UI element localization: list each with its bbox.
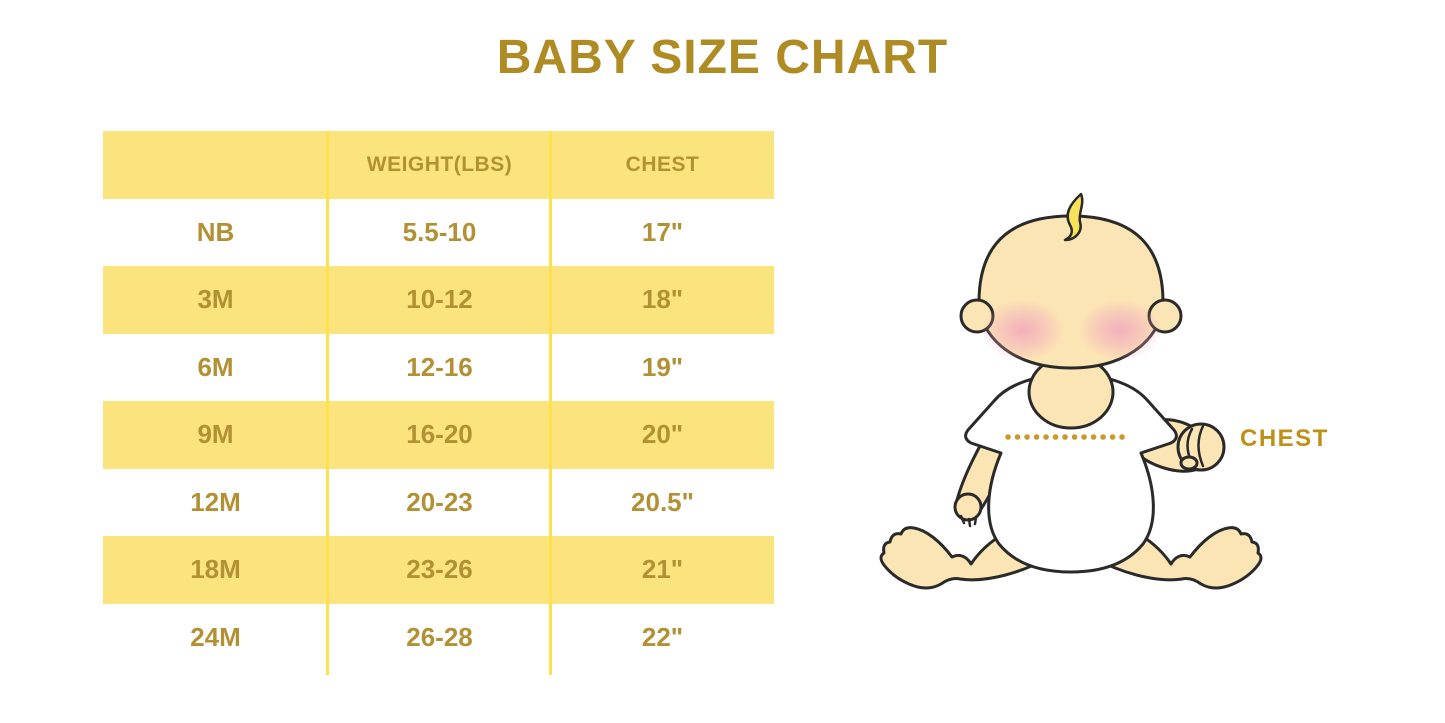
baby-bodysuit (964, 372, 1178, 574)
baby-left-hand (953, 492, 983, 522)
chest-cell: 20.5" (631, 486, 694, 517)
table-row-12m: 12M 20-23 20.5" (103, 469, 774, 537)
table-row-24m: 24M 26-28 22" (103, 604, 774, 672)
weight-cell: 10-12 (406, 284, 473, 315)
size-chart-table: WEIGHT(LBS) CHEST NB 5.5-10 17" 3M 10-12… (103, 131, 774, 675)
weight-cell: 26-28 (406, 621, 473, 652)
weight-cell: 12-16 (406, 351, 473, 382)
weight-cell: 23-26 (406, 554, 473, 585)
baby-left-blush (981, 299, 1065, 361)
chest-label: CHEST (1240, 425, 1329, 452)
chest-cell: 17" (641, 216, 684, 247)
chest-cell: 19" (641, 351, 684, 382)
table-row-3m: 3M 10-12 18" (103, 266, 774, 334)
size-cell: 3M (197, 284, 234, 315)
page-title: BABY SIZE CHART (496, 31, 949, 84)
baby-hair-curl (1063, 192, 1084, 242)
chest-cell: 18" (641, 284, 684, 315)
size-cell: 12M (190, 486, 241, 517)
header-weight-cell: WEIGHT(LBS) (366, 152, 513, 176)
size-cell: 6M (197, 351, 234, 382)
table-row-9m: 9M 16-20 20" (103, 401, 774, 469)
table-row-18m: 18M 23-26 21" (103, 536, 774, 604)
size-cell: 24M (190, 621, 241, 652)
column-separator-2 (549, 131, 552, 675)
baby-thumb (1179, 455, 1199, 471)
table-header-row: WEIGHT(LBS) CHEST (103, 131, 774, 199)
header-chest-cell: CHEST (625, 152, 700, 176)
size-cell: NB (196, 216, 235, 247)
header-size-cell (103, 131, 328, 199)
weight-cell: 16-20 (406, 419, 473, 450)
table-row-6m: 6M 12-16 19" (103, 334, 774, 402)
baby-illustration: CHEST (879, 192, 1329, 590)
column-separator-1 (326, 131, 329, 675)
chest-cell: 21" (641, 554, 684, 585)
baby-right-blush (1078, 299, 1162, 361)
chest-cell: 20" (641, 419, 684, 450)
size-cell: 9M (197, 419, 234, 450)
weight-cell: 20-23 (406, 486, 473, 517)
weight-cell: 5.5-10 (402, 216, 477, 247)
chest-cell: 22" (641, 621, 684, 652)
table-row-nb: NB 5.5-10 17" (103, 199, 774, 267)
size-cell: 18M (190, 554, 241, 585)
